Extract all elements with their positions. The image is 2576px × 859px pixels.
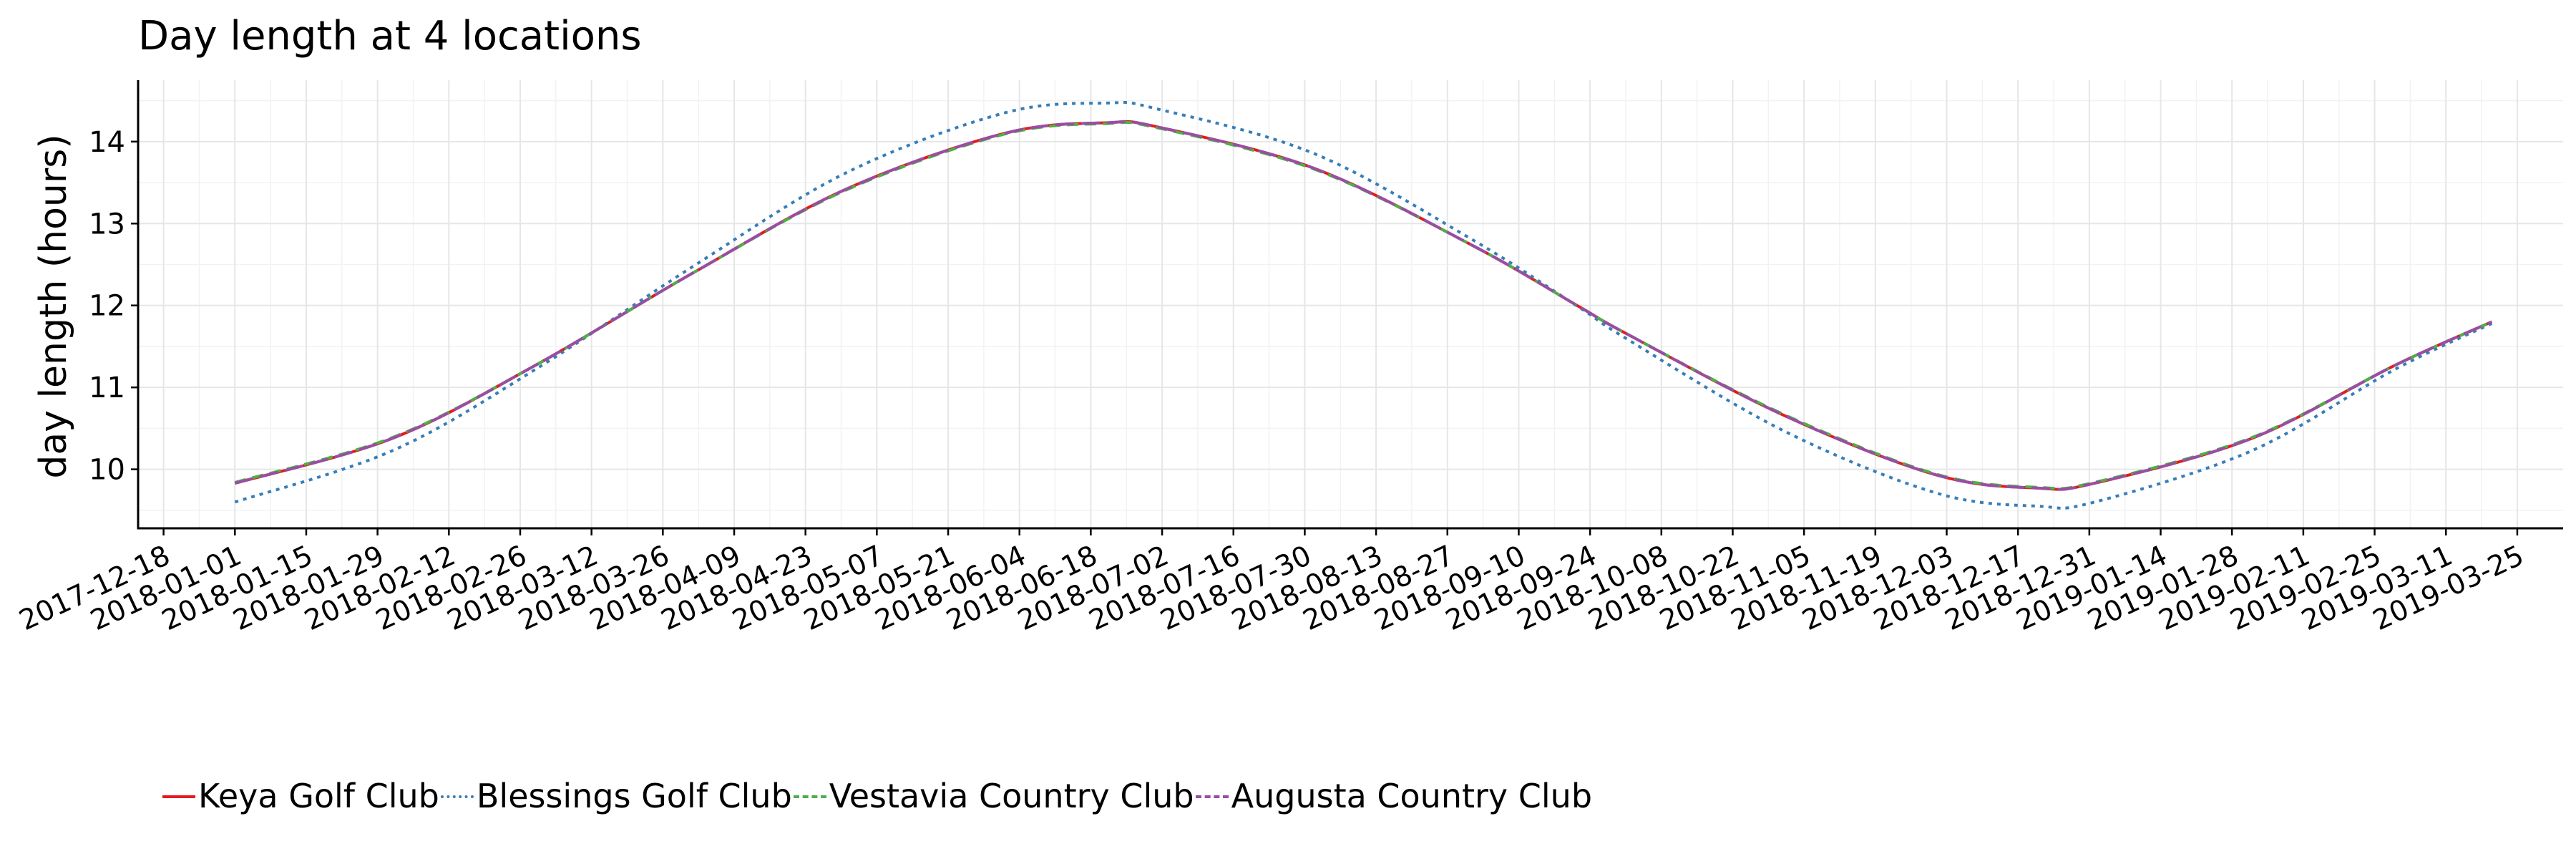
legend-swatch (1194, 789, 1230, 803)
y-tick-label: 14 (89, 126, 125, 159)
series-line (234, 101, 2493, 510)
chart-title: Day length at 4 locations (138, 13, 642, 59)
legend: Keya Golf Club Blessings Golf Club Vestavi… (161, 777, 1592, 815)
y-axis-label: day length (hours) (32, 134, 75, 478)
legend-item: Blessings Golf Club (439, 777, 792, 815)
legend-swatch (439, 789, 475, 803)
y-tick-label: 10 (89, 454, 125, 487)
grid-layer (138, 80, 2563, 528)
legend-label: Vestavia Country Club (829, 777, 1194, 815)
legend-swatch (792, 789, 828, 803)
y-tick-label: 13 (89, 208, 125, 241)
legend-label: Augusta Country Club (1231, 777, 1593, 815)
legend-item: Vestavia Country Club (792, 777, 1194, 815)
y-tick-label: 12 (89, 290, 125, 323)
series-line (234, 120, 2493, 491)
legend-item: Augusta Country Club (1194, 777, 1592, 815)
legend-swatch (161, 789, 197, 803)
y-tick-label: 11 (89, 372, 125, 404)
legend-label: Keya Golf Club (198, 777, 439, 815)
axis-layer: 10111213142017-12-182018-01-012018-01-15… (14, 80, 2563, 637)
series-layer (234, 101, 2493, 510)
legend-item: Keya Golf Club (161, 777, 439, 815)
legend-label: Blessings Golf Club (476, 777, 792, 815)
